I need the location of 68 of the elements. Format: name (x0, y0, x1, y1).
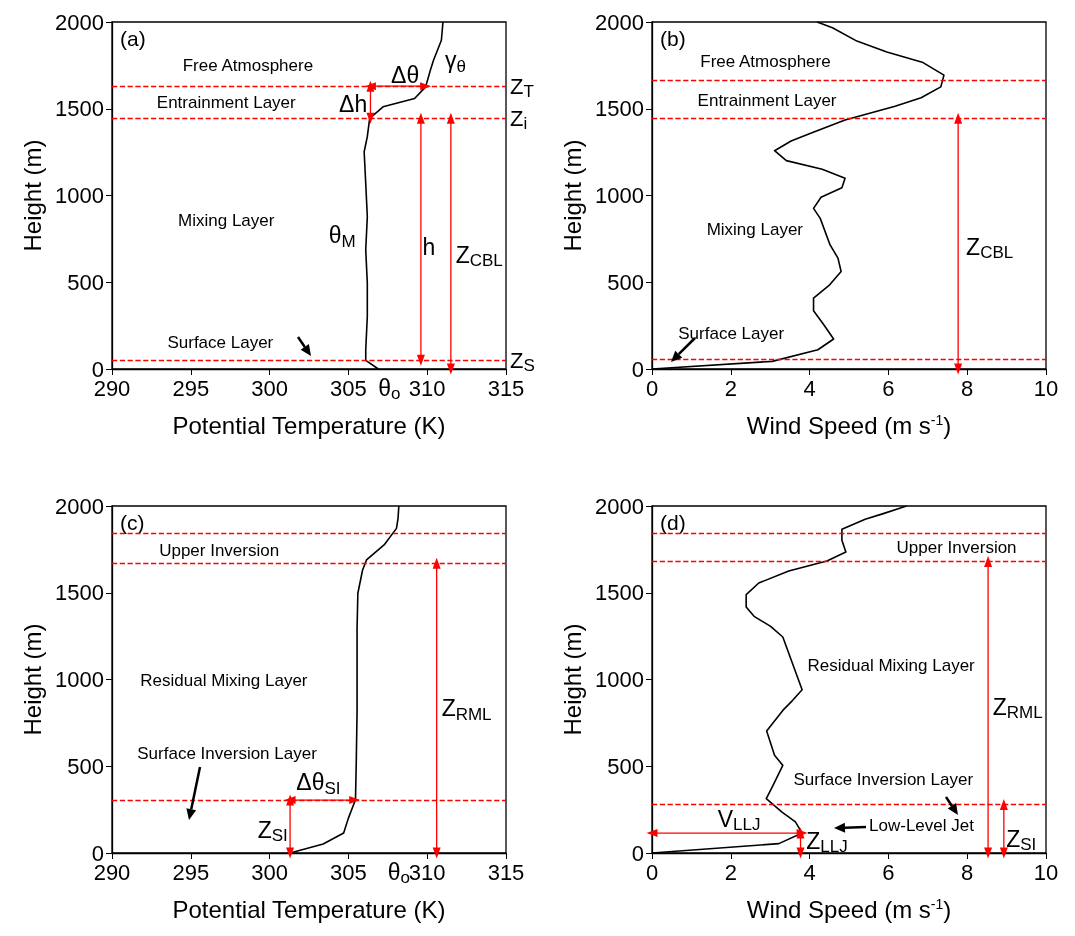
x-tick-label: 300 (251, 375, 288, 401)
y-tick-label: 0 (91, 840, 104, 866)
annotation: Δh (339, 91, 368, 118)
y-tick-label: 500 (67, 753, 104, 779)
y-tick-label: 2000 (595, 9, 644, 35)
annotation: Free Atmosphere (700, 52, 831, 72)
y-tick-label: 1000 (595, 667, 644, 692)
x-tick-label: 300 (251, 859, 288, 885)
y-tick-label: 2000 (55, 9, 104, 35)
y-axis-title: Height (m) (18, 623, 46, 736)
annotation: Free Atmosphere (182, 55, 314, 75)
x-tick-label: 8 (961, 375, 974, 401)
annotation: Residual Mixing Layer (140, 671, 308, 691)
y-tick-label: 1500 (55, 580, 104, 606)
x-tick-label: 10 (1033, 859, 1059, 885)
x-tick-label: 4 (803, 375, 816, 401)
annotation: Entrainment Layer (697, 90, 837, 110)
y-tick-label: 2000 (595, 493, 644, 519)
annotation: Residual Mixing Layer (807, 655, 976, 675)
y-tick-label: 1000 (55, 667, 104, 692)
annotation: (b) (660, 27, 686, 50)
x-tick-label: 315 (487, 375, 525, 401)
y-tick-label: 500 (607, 269, 644, 295)
x-axis-title: Potential Temperature (K) (172, 895, 446, 923)
y-tick-label: 1000 (595, 183, 644, 208)
y-axis-title: Height (m) (558, 139, 586, 252)
y-tick-label: 0 (631, 840, 644, 866)
y-tick-label: 500 (67, 269, 104, 295)
x-tick-label: 6 (882, 375, 895, 401)
x-tick-label: 4 (803, 859, 816, 885)
y-tick-label: 1500 (595, 96, 644, 122)
x-tick-label: 315 (487, 859, 525, 885)
y-tick-label: 1500 (595, 580, 644, 606)
y-tick-label: 0 (631, 356, 644, 382)
y-tick-label: 2000 (55, 493, 104, 519)
x-tick-label: 305 (330, 859, 367, 885)
annotation: Entrainment Layer (156, 93, 297, 113)
x-tick-label: 310 (408, 375, 446, 401)
y-axis-title: Height (m) (18, 139, 46, 252)
annotation: Low-Level Jet (869, 815, 975, 835)
y-tick-label: 1000 (55, 183, 104, 208)
y-tick-label: 0 (91, 356, 104, 382)
x-tick-label: 295 (172, 375, 210, 401)
x-tick-label: 295 (172, 859, 210, 885)
y-axis-title: Height (m) (558, 623, 586, 736)
x-tick-label: 310 (408, 859, 446, 885)
y-tick-label: 1500 (55, 96, 104, 122)
x-tick-label: 6 (882, 859, 895, 885)
annotation: Upper Inversion (896, 538, 1017, 558)
annotation: Surface Inversion Layer (137, 743, 318, 763)
x-tick-label: 10 (1033, 375, 1059, 401)
x-axis-title: Potential Temperature (K) (172, 411, 446, 439)
annotation: Surface Inversion Layer (793, 770, 974, 790)
annotation: (a) (120, 27, 146, 50)
x-tick-label: 2 (724, 375, 737, 401)
x-tick-label: 2 (724, 859, 737, 885)
x-tick-label: 8 (961, 859, 974, 885)
annotation: Surface Layer (678, 323, 785, 343)
y-tick-label: 500 (607, 753, 644, 779)
annotation: Surface Layer (167, 333, 274, 353)
x-tick-label: 305 (330, 375, 367, 401)
annotation: (c) (120, 511, 145, 534)
annotation: Mixing Layer (706, 219, 804, 239)
annotation: (d) (660, 511, 686, 534)
annotation: Upper Inversion (159, 540, 280, 560)
annotation: Mixing Layer (178, 211, 275, 231)
annotation: h (422, 233, 436, 260)
annotation: Δθ (391, 62, 420, 89)
